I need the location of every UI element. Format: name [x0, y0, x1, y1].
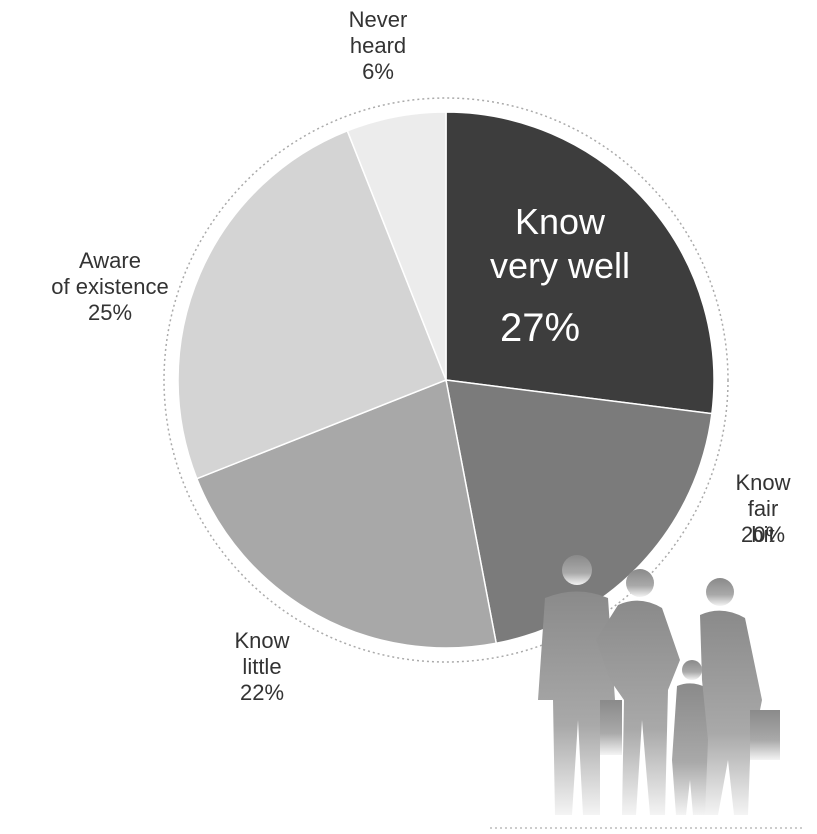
pie-slice [195, 378, 498, 649]
slice-label: Aware of existence [51, 248, 169, 299]
slice-value-label: 27% [499, 306, 581, 350]
slice-value-label: 20% [740, 522, 786, 547]
pie-slice [445, 111, 715, 415]
pie-slice [445, 379, 713, 645]
outer-ring [163, 97, 729, 663]
slice-label: Know very well [489, 201, 631, 286]
slice-value-label: 25% [87, 300, 133, 325]
slice-value-label: 6% [362, 59, 394, 84]
slice-label: Know fair bit [735, 470, 791, 547]
slice-label: Know little [234, 628, 290, 679]
pie-slice [346, 111, 447, 381]
pie-slice [177, 129, 447, 480]
slice-label: Never heard [348, 7, 408, 58]
slice-value-label: 22% [239, 680, 285, 705]
people-silhouette [538, 555, 780, 815]
